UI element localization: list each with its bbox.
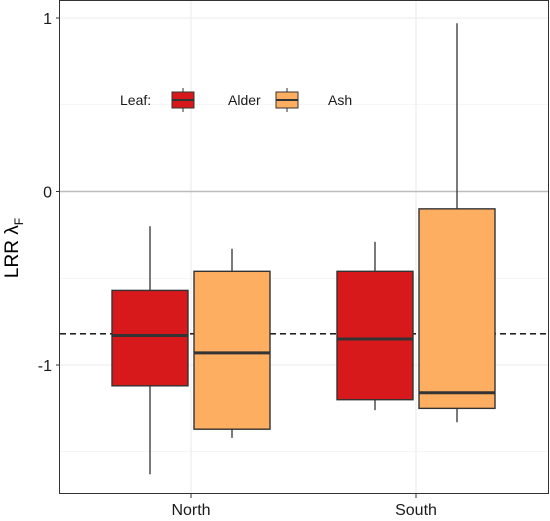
box-ash-north (193, 270, 271, 430)
plot-panel-border (59, 0, 549, 494)
box-alder-south (336, 270, 414, 401)
y-tick-label: 1 (43, 11, 52, 28)
y-axis-label-subscript: F (12, 218, 26, 225)
y-axis-title: LRR λF (2, 218, 26, 278)
legend-label-ash: Ash (328, 92, 352, 108)
x-tick-label: South (395, 502, 437, 519)
box-alder-north (111, 289, 189, 387)
legend: Leaf: Alder Ash (120, 88, 352, 112)
x-tick-label: North (171, 502, 210, 519)
y-tick-label: -1 (38, 358, 52, 375)
legend-title: Leaf: (120, 92, 151, 108)
boxes-layer (111, 23, 496, 475)
legend-label-alder: Alder (228, 92, 261, 108)
y-tick-label: 0 (43, 185, 52, 202)
y-axis-label-main: LRR λ (2, 225, 23, 278)
y-axis-label: LRR λF (2, 218, 26, 278)
box-ash-south (418, 208, 496, 410)
axes-layer: 1 0 -1 North South (38, 0, 549, 519)
